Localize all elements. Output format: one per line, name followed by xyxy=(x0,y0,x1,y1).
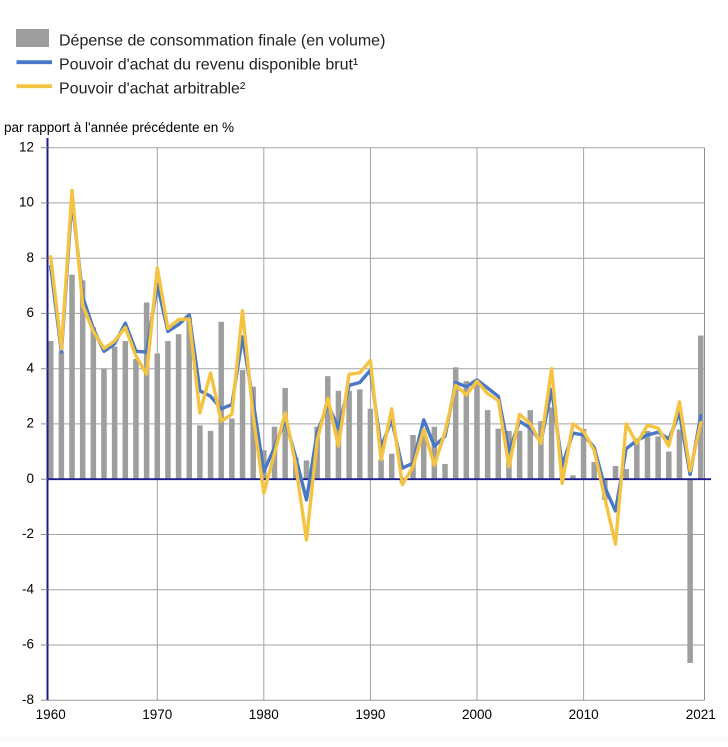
svg-text:2000: 2000 xyxy=(462,707,492,722)
svg-text:1980: 1980 xyxy=(249,707,279,722)
svg-text:4: 4 xyxy=(26,360,34,375)
svg-text:10: 10 xyxy=(19,195,34,210)
svg-text:8: 8 xyxy=(26,250,34,265)
svg-text:2: 2 xyxy=(26,416,34,431)
svg-text:-6: -6 xyxy=(22,637,34,652)
svg-text:-2: -2 xyxy=(22,526,34,541)
svg-text:12: 12 xyxy=(19,139,34,154)
svg-text:1990: 1990 xyxy=(355,707,385,722)
svg-text:1960: 1960 xyxy=(36,707,66,722)
svg-text:6: 6 xyxy=(26,305,34,320)
svg-text:par rapport à l'année précéden: par rapport à l'année précédente en % xyxy=(4,120,234,135)
svg-text:0: 0 xyxy=(26,471,34,486)
svg-text:2010: 2010 xyxy=(569,707,599,722)
svg-text:2021: 2021 xyxy=(686,707,716,722)
svg-text:Pouvoir d'achat arbitrable²: Pouvoir d'achat arbitrable² xyxy=(59,81,246,98)
svg-text:Pouvoir d'achat du revenu disp: Pouvoir d'achat du revenu disponible bru… xyxy=(59,57,358,74)
svg-text:-8: -8 xyxy=(22,692,34,707)
svg-text:1970: 1970 xyxy=(142,707,172,722)
svg-text:-4: -4 xyxy=(22,581,34,596)
svg-text:Dépense de consommation finale: Dépense de consommation finale (en volum… xyxy=(59,32,385,49)
